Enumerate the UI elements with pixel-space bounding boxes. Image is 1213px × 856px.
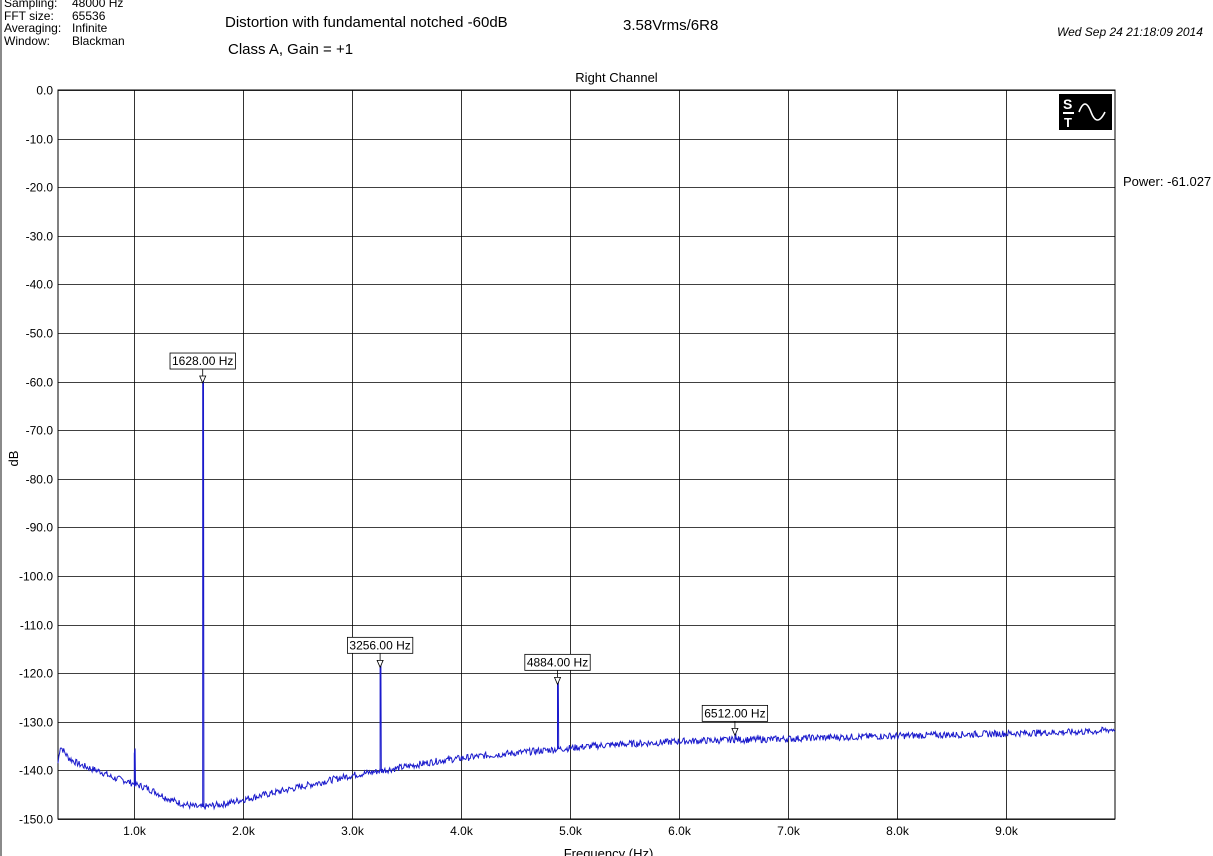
setting-window: Window: Blackman	[4, 33, 125, 48]
y-tick-label: -100.0	[19, 570, 53, 584]
x-tick-label: 7.0k	[777, 824, 801, 838]
y-tick-label: -30.0	[26, 230, 54, 244]
spectrum-trace	[57, 379, 1116, 811]
app-logo: S T	[1059, 94, 1112, 130]
y-tick-label: -40.0	[26, 278, 54, 292]
y-tick-label: -50.0	[26, 327, 54, 341]
power-readout: Power: -61.027	[1123, 174, 1212, 189]
setting-label: Sampling:	[4, 0, 58, 10]
peak-label: 6512.00 Hz	[704, 706, 765, 720]
x-tick-label: 8.0k	[886, 824, 910, 838]
setting-fft-size: FFT size: 65536	[4, 8, 125, 23]
peak-label-box	[347, 636, 414, 654]
x-tick-label: 1.0k	[123, 824, 147, 838]
peak-label-box	[169, 352, 236, 370]
setting-value: 48000 Hz	[72, 0, 124, 10]
setting-value: 65536	[72, 8, 106, 23]
peak-label: 1628.00 Hz	[172, 354, 233, 368]
setting-sampling: Sampling: 48000 Hz	[4, 0, 125, 10]
y-tick-label: -120.0	[19, 667, 53, 681]
peak-label: 3256.00 Hz	[349, 638, 410, 652]
x-tick-label: 2.0k	[232, 824, 256, 838]
y-tick-label: -140.0	[19, 764, 53, 778]
setting-label: Averaging:	[4, 21, 62, 35]
x-tick-label: 4.0k	[450, 824, 474, 838]
y-tick-label: -150.0	[19, 813, 53, 827]
y-tick-label: -130.0	[19, 716, 53, 730]
y-axis-label: dB	[6, 451, 21, 467]
y-tick-label: -20.0	[26, 181, 54, 195]
peak-label: 4884.00 Hz	[527, 655, 588, 669]
y-tick-label: 0.0	[36, 84, 53, 98]
y-tick-label: -10.0	[26, 133, 54, 147]
setting-averaging: Averaging: Infinite	[4, 22, 125, 35]
timestamp: Wed Sep 24 21:18:09 2014	[1057, 25, 1203, 39]
plot-subtitle: Class A, Gain = +1	[228, 41, 354, 58]
setting-label: Window:	[4, 33, 51, 48]
st-sine-logo-icon: S T	[1063, 96, 1106, 130]
x-tick-label: 9.0k	[995, 824, 1019, 838]
y-tick-label: -60.0	[26, 376, 54, 390]
plot-area	[57, 89, 1116, 820]
y-tick-label: -90.0	[26, 521, 54, 535]
fft-settings: Sampling: 48000 Hz FFT size: 65536 Avera…	[4, 0, 125, 47]
window-left-border	[0, 0, 2, 856]
x-tick-label: 6.0k	[668, 824, 692, 838]
y-tick-label: -80.0	[26, 473, 54, 487]
svg-text:T: T	[1064, 115, 1072, 130]
setting-label: FFT size:	[4, 8, 54, 23]
setting-value: Blackman	[72, 33, 125, 48]
x-tick-label: 3.0k	[341, 824, 365, 838]
signal-level: 3.58Vrms/6R8	[623, 17, 719, 34]
svg-text:S: S	[1063, 96, 1072, 112]
peak-label-box	[524, 653, 591, 671]
setting-value: Infinite	[72, 21, 108, 35]
plot-title: Distortion with fundamental notched -60d…	[225, 14, 508, 31]
peak-label-box	[701, 704, 769, 722]
x-axis-label: Frequency (Hz)	[564, 846, 654, 856]
y-tick-label: -110.0	[20, 619, 53, 633]
chart-title: Right Channel	[575, 70, 657, 85]
x-tick-label: 5.0k	[559, 824, 583, 838]
y-tick-label: -70.0	[26, 424, 54, 438]
